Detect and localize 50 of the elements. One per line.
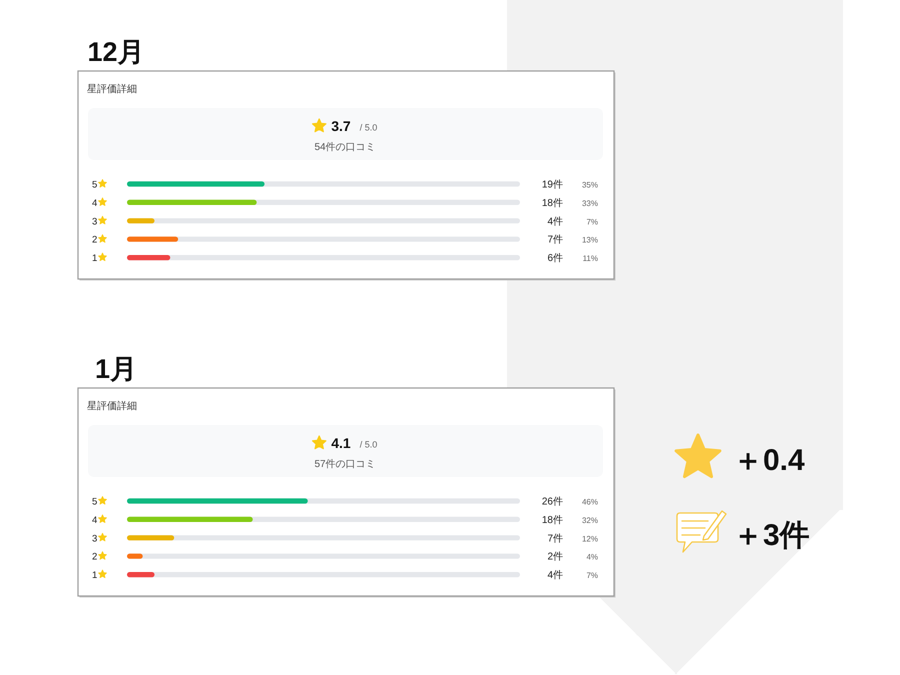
y-tick-label: 4 xyxy=(92,198,98,209)
text: / 5.0 xyxy=(360,440,378,450)
data-label: 7% xyxy=(586,217,598,226)
chart-subtitle: 星評価詳細 xyxy=(87,83,137,95)
y-tick-label: 1 xyxy=(92,570,98,582)
text: 6件 xyxy=(547,253,563,264)
chart-title: 1月 xyxy=(94,354,138,384)
data-label: 46% xyxy=(582,498,598,506)
text: 2件 xyxy=(547,552,563,563)
data-label: 11% xyxy=(582,254,598,264)
data-label: 12% xyxy=(582,534,598,544)
data-label: 32% xyxy=(582,516,598,525)
data-label: 35% xyxy=(582,180,598,190)
data-label: 13% xyxy=(582,236,598,245)
text: 54件の口コミ xyxy=(314,142,376,153)
bar xyxy=(127,535,174,540)
bar xyxy=(127,218,155,224)
y-tick-label: 1 xyxy=(92,253,98,264)
data-label: 33% xyxy=(582,198,598,208)
text: / 5.0 xyxy=(360,122,378,132)
bar xyxy=(127,236,178,242)
data-label: 4% xyxy=(586,552,598,562)
y-tick-label: 5 xyxy=(92,180,98,190)
y-tick-label: 4 xyxy=(92,514,98,526)
text: 4件 xyxy=(547,570,563,582)
chart-title: 12月 xyxy=(87,37,145,67)
text: 7件 xyxy=(547,533,563,544)
chart-subtitle: 星評価詳細 xyxy=(87,400,137,412)
text: 4.1 xyxy=(331,435,351,451)
bar xyxy=(127,255,170,260)
text: 26件 xyxy=(542,496,563,508)
text: ＋3件 xyxy=(733,519,810,552)
text: 7件 xyxy=(547,234,563,246)
text: 3.7 xyxy=(331,118,351,134)
y-tick-label: 2 xyxy=(92,552,98,563)
y-tick-label: 2 xyxy=(92,234,98,246)
bar xyxy=(127,516,253,522)
text: 19件 xyxy=(542,180,563,190)
text: 18件 xyxy=(542,198,563,209)
text: ＋0.4 xyxy=(733,444,806,477)
text: 57件の口コミ xyxy=(314,459,376,470)
bar xyxy=(127,554,143,559)
text: 4件 xyxy=(547,216,563,228)
bar xyxy=(127,572,155,578)
y-tick-label: 3 xyxy=(92,216,98,228)
y-tick-label: 3 xyxy=(92,533,98,544)
y-tick-label: 5 xyxy=(92,496,98,508)
data-label: 7% xyxy=(586,571,598,580)
bar xyxy=(127,200,257,205)
text: 18件 xyxy=(542,514,563,526)
